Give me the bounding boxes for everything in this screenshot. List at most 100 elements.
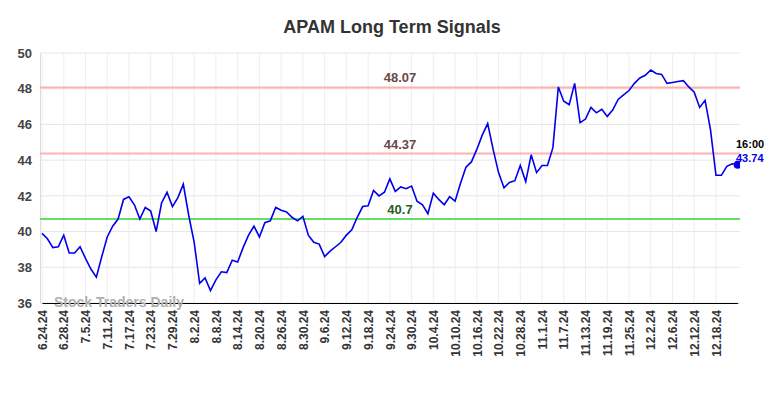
- tick: 11.25.24: [623, 303, 637, 356]
- tick: 11.7.24: [557, 303, 571, 349]
- tick: 7.17.24: [123, 303, 137, 350]
- tick: 9.12.24: [340, 303, 354, 350]
- tick: 50: [18, 46, 40, 61]
- tick-label: 9.30.24: [405, 310, 419, 350]
- tick: 48: [18, 81, 40, 96]
- tick-label: 8.30.24: [297, 310, 311, 350]
- tick: 36: [18, 296, 40, 311]
- tick: 9.24.24: [384, 303, 398, 350]
- tick-label: 9.24.24: [384, 310, 398, 350]
- grid-line: [411, 53, 412, 303]
- grid-line: [302, 53, 303, 303]
- tick: 46: [18, 117, 40, 132]
- tick: 12.12.24: [688, 303, 702, 357]
- grid-line: [324, 53, 325, 303]
- grid-line: [63, 53, 64, 303]
- tick: 12.18.24: [710, 303, 724, 357]
- tick: 10.22.24: [492, 303, 506, 357]
- grid-line: [215, 53, 216, 303]
- tick-label: 7.29.24: [166, 310, 180, 350]
- x-axis: 6.24.24 6.28.24 7.5.24 7.11.24 7.17.24 7.23.2…: [36, 303, 739, 357]
- tick-label: 9.6.24: [318, 310, 332, 344]
- tick: 10.4.24: [427, 303, 441, 350]
- tick-label: 46: [18, 117, 32, 132]
- grid-line: [281, 53, 282, 303]
- grid-line: [585, 53, 586, 303]
- tick-label: 12.2.24: [644, 310, 658, 350]
- tick: 38: [18, 260, 40, 275]
- tick-label: 38: [18, 260, 32, 275]
- tick-label: 40: [18, 224, 32, 239]
- tick-label: 8.14.24: [231, 310, 245, 350]
- tick: 44: [18, 153, 40, 168]
- grid-line: [42, 53, 43, 303]
- grid-line: [715, 53, 716, 303]
- level-line: [40, 218, 740, 220]
- grid-line: [346, 53, 347, 303]
- tick: 7.23.24: [144, 303, 158, 350]
- tick: 11.1.24: [536, 303, 550, 349]
- tick: 6.28.24: [57, 303, 71, 350]
- grid-line: [237, 53, 238, 303]
- tick: 11.19.24: [601, 303, 615, 356]
- tick-label: 7.11.24: [101, 310, 115, 350]
- tick: 10.16.24: [471, 303, 485, 357]
- tick: 9.30.24: [405, 303, 419, 350]
- grid-line: [694, 53, 695, 303]
- tick-label: 7.5.24: [79, 310, 93, 344]
- tick-label: 11.7.24: [557, 310, 571, 350]
- tick: 8.2.24: [188, 303, 202, 343]
- grid-line: [476, 53, 477, 303]
- grid-line: [455, 53, 456, 303]
- tick-label: 12.12.24: [688, 310, 702, 357]
- tick-label: 36: [18, 296, 32, 311]
- grid-line: [368, 53, 369, 303]
- tick: 8.26.24: [275, 303, 289, 350]
- tick-label: 8.8.24: [210, 310, 224, 344]
- grid: [40, 53, 740, 303]
- tick: 8.14.24: [231, 303, 245, 350]
- tick: 40: [18, 224, 40, 239]
- grid-line: [172, 53, 173, 303]
- tick-label: 8.26.24: [275, 310, 289, 350]
- watermark: Stock Traders Daily: [54, 294, 184, 310]
- tick-label: 9.12.24: [340, 310, 354, 350]
- axis-line: [40, 54, 41, 304]
- grid-line: [607, 53, 608, 303]
- chart: APAM Long Term Signals36384042444648506.…: [0, 0, 784, 398]
- tick-label: 7.17.24: [123, 310, 137, 350]
- grid-line: [542, 53, 543, 303]
- grid-line: [650, 53, 651, 303]
- grid-line: [85, 53, 86, 303]
- plot-area: [40, 70, 740, 291]
- tick: 10.28.24: [514, 303, 528, 357]
- title: APAM Long Term Signals: [283, 17, 500, 37]
- tick: 8.20.24: [253, 303, 267, 350]
- tick: 7.29.24: [166, 303, 180, 350]
- tick-label: 10.4.24: [427, 310, 441, 350]
- tick: 11.13.24: [579, 303, 593, 356]
- tick: 9.6.24: [318, 303, 332, 343]
- tick-label: 11.1.24: [536, 310, 550, 350]
- tick-label: 10.28.24: [514, 310, 528, 357]
- tick-label: 48: [18, 81, 32, 96]
- tick-label: 11.25.24: [623, 310, 637, 356]
- tick-label: 7.23.24: [144, 310, 158, 350]
- grid-line: [128, 53, 129, 303]
- price-line: [42, 70, 738, 291]
- grid-line: [433, 53, 434, 303]
- tick: 12.6.24: [666, 303, 680, 350]
- grid-line: [259, 53, 260, 303]
- level-label: 40.7: [387, 202, 412, 217]
- grid-line: [150, 53, 151, 303]
- tick: 8.8.24: [210, 303, 224, 343]
- tick-label: 6.24.24: [36, 310, 50, 350]
- level-label: 44.37: [384, 137, 417, 152]
- grid-line: [194, 53, 195, 303]
- tick-label: 10.10.24: [449, 310, 463, 357]
- tick-label: 44: [18, 153, 33, 168]
- last-value: 43.74: [736, 152, 764, 164]
- grid-line: [563, 53, 564, 303]
- tick-label: 6.28.24: [57, 310, 71, 350]
- tick: 8.30.24: [297, 303, 311, 350]
